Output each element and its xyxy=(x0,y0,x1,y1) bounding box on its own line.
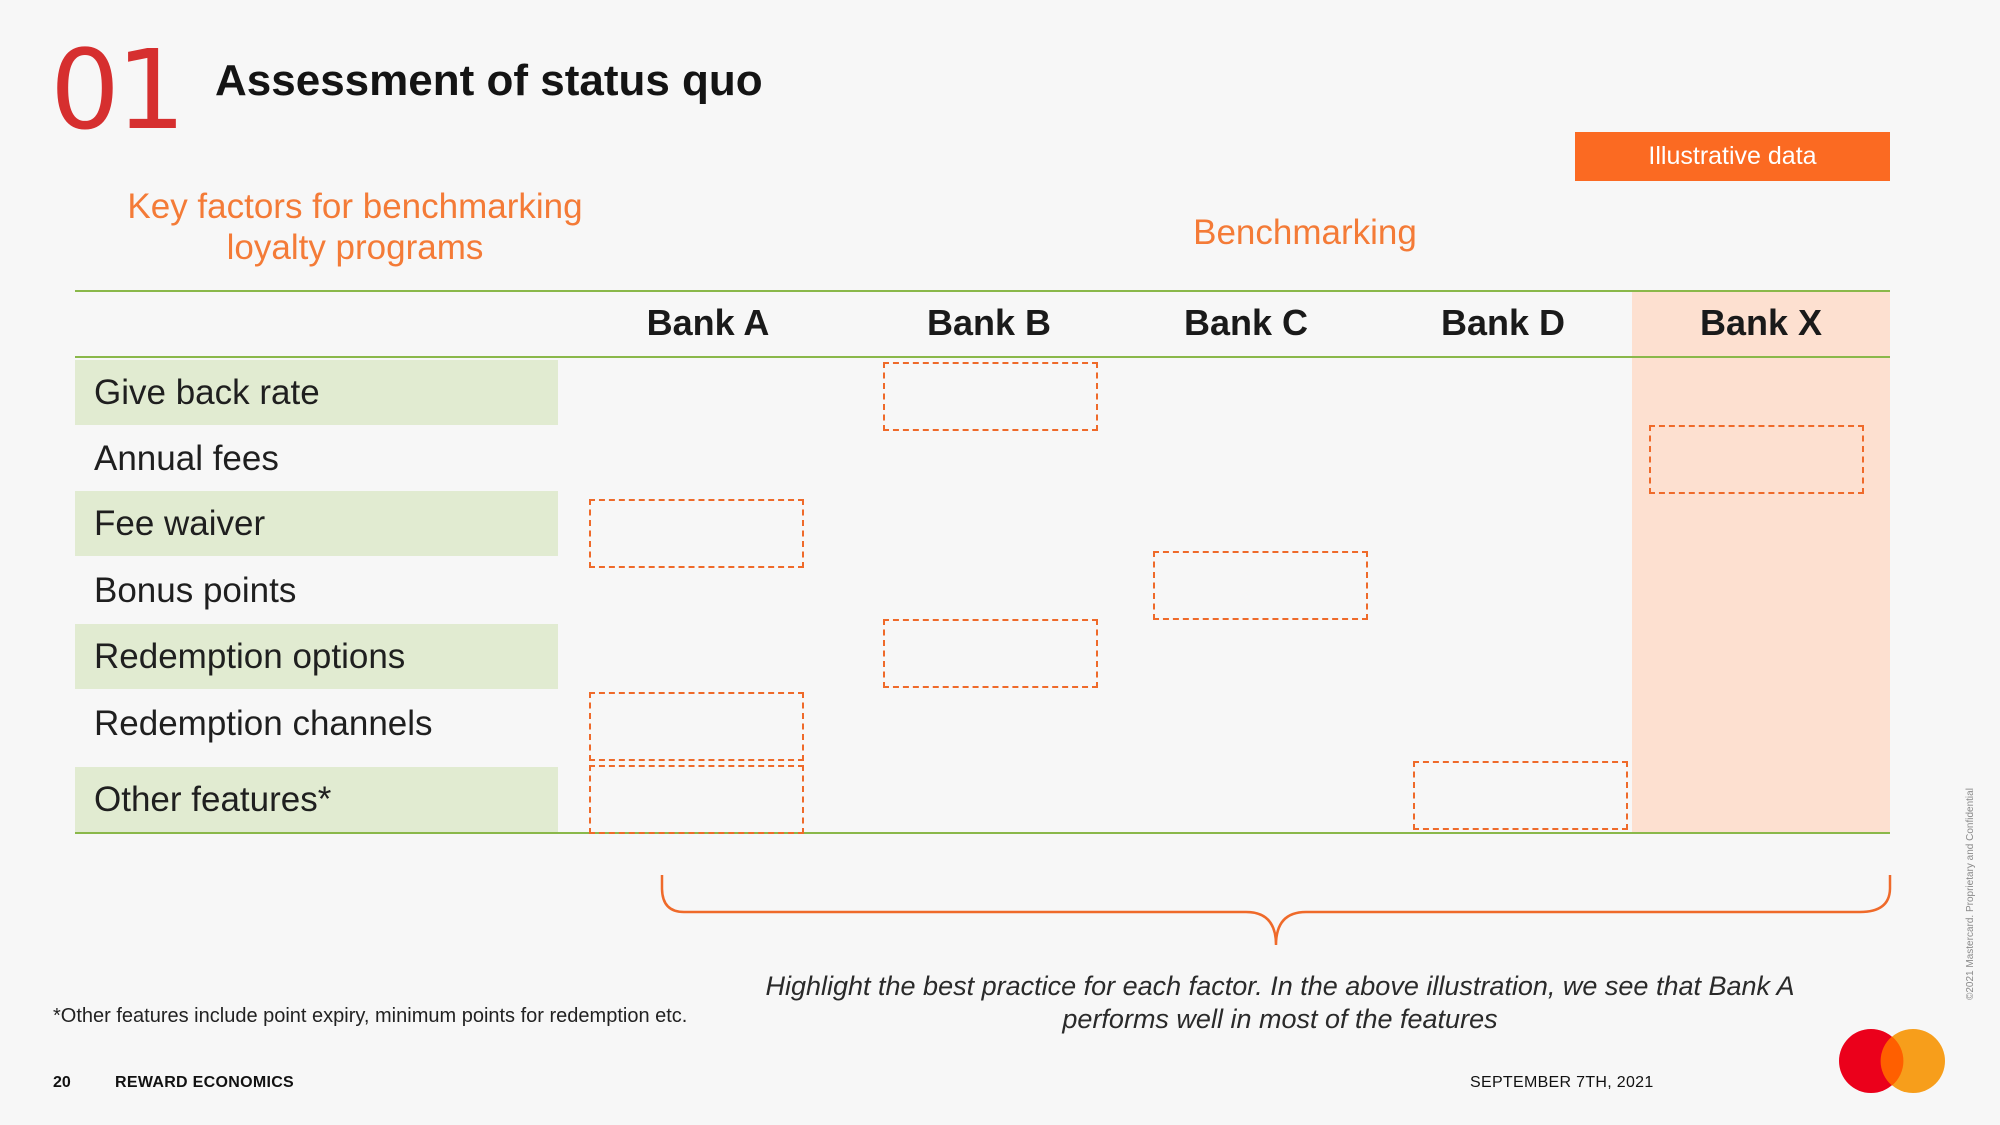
best-practice-box-other-features-bank-d xyxy=(1413,761,1628,830)
bank-header-a: Bank A xyxy=(646,302,770,343)
bank-header-d: Bank D xyxy=(1440,302,1566,343)
factor-row-give-back-rate: Give back rate xyxy=(75,360,558,425)
factors-heading: Key factors for benchmarking loyalty pro… xyxy=(127,187,583,267)
best-practice-box-fee-waiver-bank-a xyxy=(589,499,804,568)
best-practice-box-redemption-options-bank-b xyxy=(883,619,1098,688)
factor-row-fee-waiver: Fee waiver xyxy=(75,491,558,556)
best-practice-box-annual-fees-bank-x xyxy=(1649,425,1864,494)
best-practice-box-other-features-bank-a xyxy=(589,765,804,834)
factor-row-redemption-options: Redemption options xyxy=(75,624,558,689)
factor-row-annual-fees: Annual fees xyxy=(94,438,279,478)
factor-row-redemption-channels: Redemption channels xyxy=(94,703,433,743)
section-number: 01 xyxy=(50,26,186,154)
best-practice-box-bonus-points-bank-c xyxy=(1153,551,1368,620)
footnote: *Other features include point expiry, mi… xyxy=(53,1005,688,1027)
factor-row-other-features: Other features* xyxy=(75,767,558,832)
insight-text: Highlight the best practice for each fac… xyxy=(765,971,1795,1034)
footer-date: SEPTEMBER 7TH, 2021 xyxy=(1470,1074,1654,1091)
table-top-rule xyxy=(75,290,1890,292)
illustrative-data-badge: Illustrative data xyxy=(1575,132,1890,181)
grouping-brace xyxy=(660,875,1892,946)
benchmarking-heading: Benchmarking xyxy=(1193,213,1417,252)
mastercard-logo-icon xyxy=(1839,1029,1945,1093)
table-bottom-rule xyxy=(75,832,1890,834)
copyright-notice: ©2021 Mastercard. Proprietary and Confid… xyxy=(1965,788,1976,1000)
table-header-rule xyxy=(75,356,1890,358)
best-practice-box-give-back-rate-bank-b xyxy=(883,362,1098,431)
bank-header-b: Bank B xyxy=(926,302,1052,343)
footer-title: REWARD ECONOMICS xyxy=(115,1074,295,1091)
bank-header-c: Bank C xyxy=(1183,302,1309,343)
page-number: 20 xyxy=(53,1074,71,1091)
page-title: Assessment of status quo xyxy=(215,56,763,105)
bank-header-x: Bank X xyxy=(1699,302,1823,343)
bank-x-column-highlight xyxy=(1632,292,1890,833)
factor-row-bonus-points: Bonus points xyxy=(94,570,297,610)
best-practice-box-redemption-channels-bank-a xyxy=(589,692,804,761)
